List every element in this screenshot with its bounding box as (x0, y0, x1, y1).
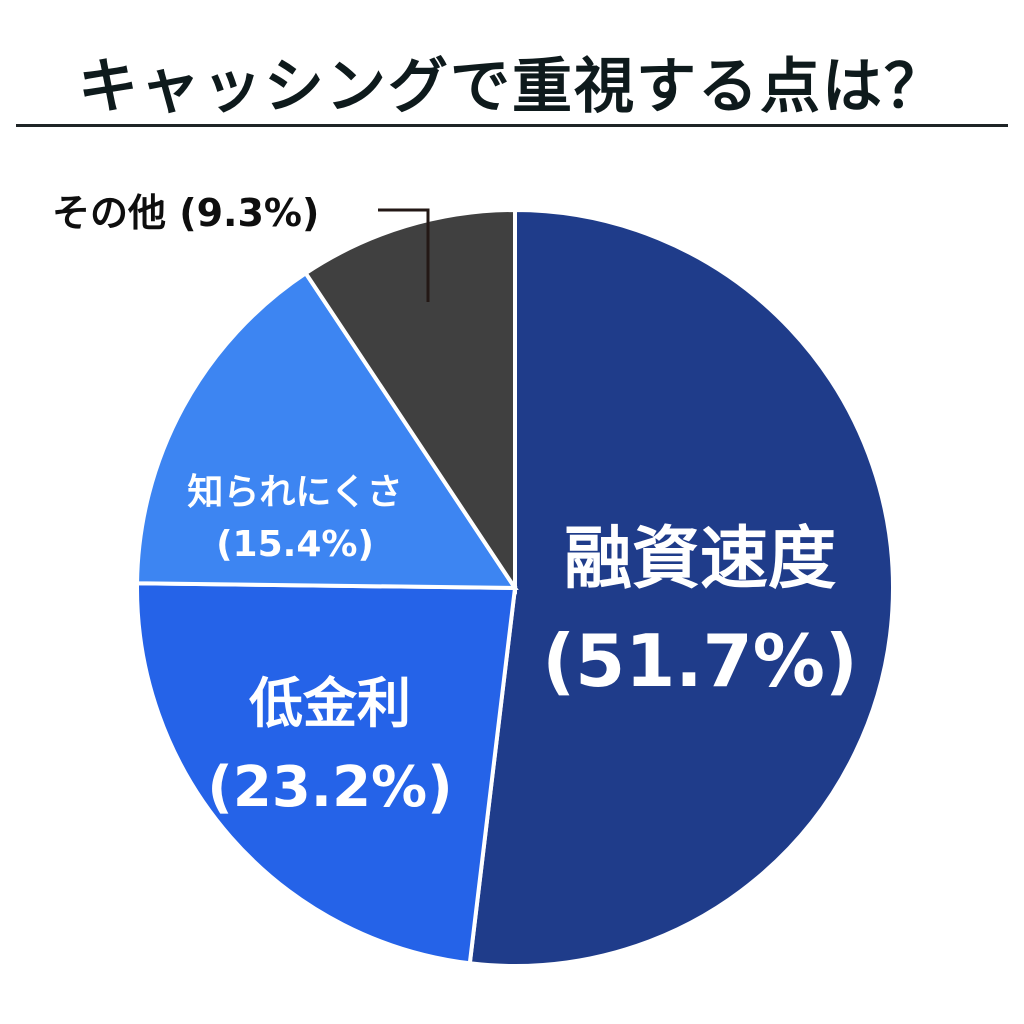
pie-slice (135, 270, 519, 591)
pie-slice (467, 207, 895, 968)
slice-pct-low-interest: (23.2%) (207, 755, 452, 820)
leader-line (378, 208, 430, 302)
pie-slices (135, 207, 895, 968)
pie-slice (302, 207, 517, 595)
pie-slice (135, 581, 518, 966)
slice-pct-speed: (51.7%) (542, 619, 858, 703)
chart-title: キャッシングで重視する点は？ (78, 52, 946, 122)
slice-label-speed: 融資速度 (564, 520, 836, 599)
slice-label-low-interest: 低金利 (249, 672, 411, 735)
slice-label-privacy: 知られにくさ (187, 472, 402, 513)
slice-pct-privacy: (15.4%) (216, 524, 374, 565)
title-divider (16, 124, 1008, 127)
slice-label-other: その他 (9.3%) (52, 191, 319, 235)
